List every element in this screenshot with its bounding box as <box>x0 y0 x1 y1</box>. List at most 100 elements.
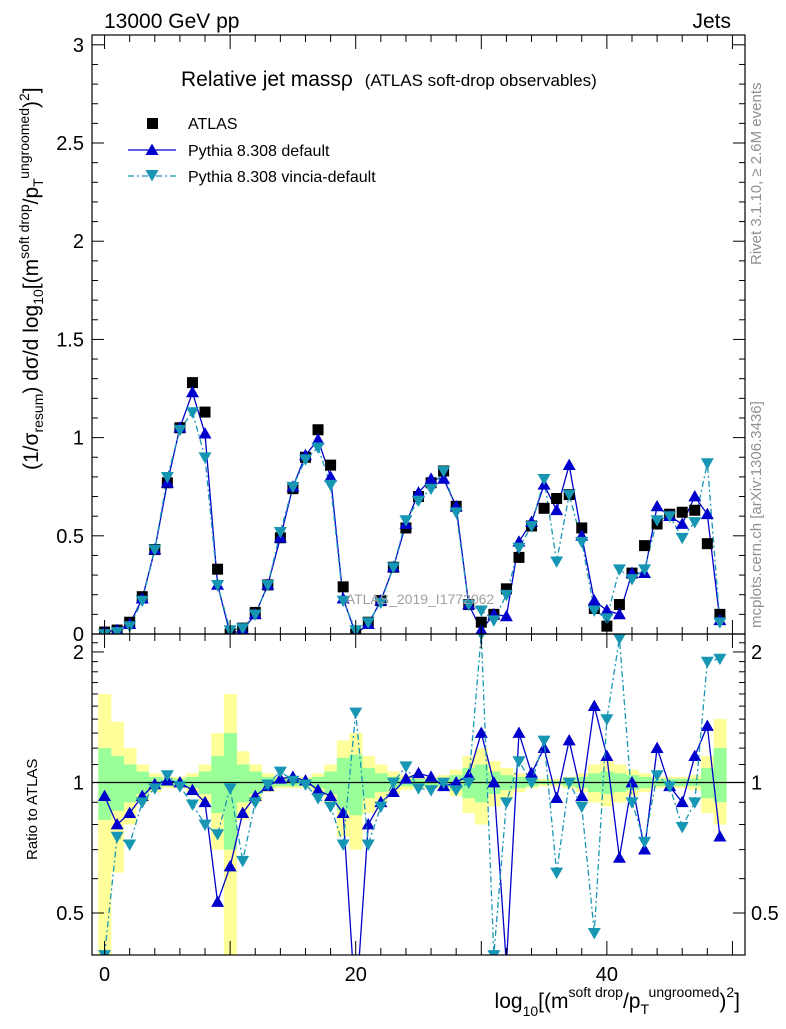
legend-marker-vincia <box>145 170 159 182</box>
vincia-point <box>286 481 300 494</box>
ratio-vincia-point <box>487 950 501 955</box>
ratio-vincia-point <box>424 785 438 797</box>
atlas-point <box>551 492 563 504</box>
green-band-bin <box>475 764 489 803</box>
ratio-vincia-point <box>185 799 199 811</box>
data-series-layer <box>98 377 727 955</box>
header-left-label: 13000 GeV pp <box>104 10 239 33</box>
default-point <box>612 607 626 620</box>
vincia-point <box>462 599 476 612</box>
vincia-point <box>336 595 350 608</box>
yellow-band-bin <box>98 693 112 955</box>
x-tick-label: 40 <box>596 964 618 986</box>
ratio-vincia-point <box>286 775 300 788</box>
ratio-default-point <box>487 775 501 788</box>
ratio-default-point <box>600 749 614 762</box>
vincia-point <box>700 458 714 470</box>
green-band-bin <box>211 756 225 814</box>
ratio-vincia-point <box>575 801 589 814</box>
ratio-vincia-point <box>173 781 187 793</box>
ratio-default-point <box>399 772 413 784</box>
ratio-vincia-point <box>675 821 689 834</box>
vincia-point <box>449 507 463 519</box>
vincia-point <box>160 472 174 484</box>
main-y-tick-label: 0 <box>73 624 84 646</box>
ratio-default-point <box>713 830 727 842</box>
main-y-tick-label: 1 <box>73 428 84 450</box>
vincia-point <box>437 466 451 478</box>
ratio-default-point <box>211 895 225 907</box>
ratio-vincia-point <box>261 779 275 791</box>
ratio-vincia-point <box>324 801 338 814</box>
default-point <box>311 433 325 445</box>
vincia-point <box>173 424 187 437</box>
ratio-vincia-point <box>499 797 513 809</box>
vincia-point <box>273 527 287 539</box>
default-point <box>424 472 438 484</box>
ratio-default-point <box>688 749 702 762</box>
ratio-vincia-point <box>512 756 526 768</box>
default-point <box>437 472 451 484</box>
main-y-tick-label: 1.5 <box>56 329 84 351</box>
ratio-vincia-point <box>399 761 413 773</box>
green-band-bin <box>349 754 363 816</box>
ratio-default-point <box>650 741 664 754</box>
vincia-point <box>675 532 689 545</box>
vincia-point <box>123 621 137 633</box>
ratio-vincia-point <box>248 797 262 809</box>
ratio-panel-series <box>98 634 727 955</box>
atlas-point <box>199 406 211 418</box>
ratio-vincia-point <box>336 839 350 851</box>
vincia-point <box>211 580 225 592</box>
atlas-point <box>337 581 349 593</box>
vincia-point <box>185 407 199 419</box>
ratio-vincia-point <box>663 781 677 793</box>
ratio-vincia-point <box>160 770 174 782</box>
ratio-vincia-point <box>525 777 539 789</box>
vincia-point <box>386 562 400 574</box>
atlas-point <box>312 424 324 436</box>
x-tick-label: 0 <box>99 964 110 986</box>
ratio-y-tick-label-right: 1 <box>751 772 762 794</box>
default-point <box>562 458 576 470</box>
vincia-point <box>512 542 526 555</box>
chart-title-suffix: (ATLAS soft-drop observables) <box>365 71 597 90</box>
vincia-point <box>374 597 388 610</box>
vincia-point <box>487 615 501 627</box>
ratio-y-tick-label-left: 0.5 <box>56 903 84 925</box>
vincia-point <box>550 556 564 568</box>
green-band-bin <box>361 767 376 799</box>
vincia-point <box>663 511 677 523</box>
ratio-default-point <box>700 719 714 731</box>
vincia-point <box>638 564 652 576</box>
vincia-point <box>625 574 639 586</box>
ratio-default-point <box>575 789 589 802</box>
ratio-default-point <box>311 783 325 796</box>
vincia-point <box>198 452 212 464</box>
atlas-point <box>212 563 224 575</box>
main-line-vincia <box>104 410 721 634</box>
atlas-point <box>701 538 713 550</box>
green-band-bin <box>110 756 124 811</box>
ratio-vincia-point <box>148 783 162 795</box>
ratio-y-tick-label-right: 0.5 <box>751 903 779 925</box>
vincia-point <box>537 473 551 486</box>
ratio-vincia-point <box>650 770 664 782</box>
ratio-frame <box>91 633 746 956</box>
ratio-vincia-point <box>437 777 451 789</box>
vincia-point <box>474 605 488 617</box>
vincia-point <box>688 517 702 529</box>
ratio-vincia-point <box>349 707 363 720</box>
ratio-vincia-point <box>600 714 614 726</box>
default-point <box>650 499 664 512</box>
default-point <box>587 594 601 606</box>
green-band-bin <box>713 748 727 803</box>
ratio-default-point <box>324 789 338 802</box>
ratio-vincia-point <box>123 839 137 851</box>
green-band-bin <box>123 764 137 803</box>
main-y-tick-label: 0.5 <box>56 526 84 548</box>
ratio-y-tick-label-left: 2 <box>73 642 84 664</box>
atlas-point <box>500 583 512 595</box>
ratio-vincia-point <box>110 831 124 844</box>
ratio-default-point <box>185 783 199 796</box>
